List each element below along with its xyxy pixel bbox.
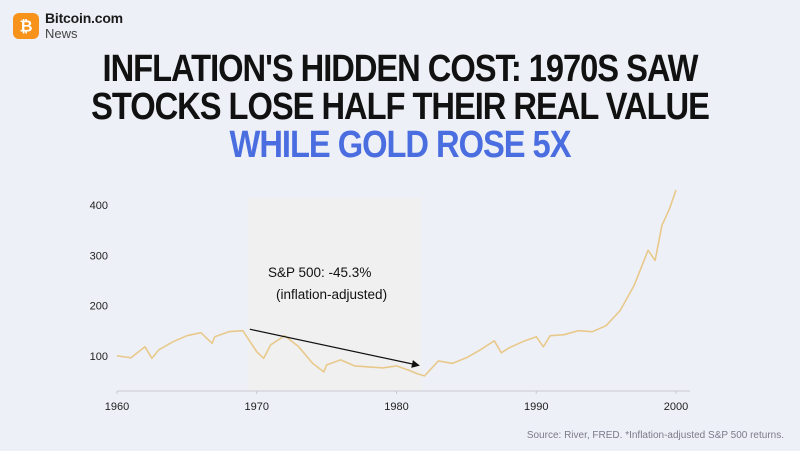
y-tick-label: 300 <box>90 250 108 262</box>
source-note: Source: River, FRED. *Inflation-adjusted… <box>526 430 784 441</box>
highlight-band <box>248 198 422 391</box>
x-tick-label: 2000 <box>664 401 688 413</box>
annotation-text-2: (inflation-adjusted) <box>276 287 387 302</box>
headline-line-1: INFLATION'S HIDDEN COST: 1970S SAW <box>102 48 699 90</box>
annotation-text-1: S&P 500: -45.3% <box>268 265 371 280</box>
y-tick-label: 200 <box>90 301 108 313</box>
series-line <box>116 189 677 377</box>
x-axis-ticks: 1960 1970 1980 1990 2000 <box>105 391 688 413</box>
x-tick-label: 1980 <box>384 401 408 413</box>
headline-line-2: STOCKS LOSE HALF THEIR REAL VALUE <box>91 86 710 128</box>
x-tick-label: 1990 <box>524 401 548 413</box>
annotation-arrow <box>249 328 420 368</box>
brand-logo: ₿ Bitcoin.com News <box>13 11 123 40</box>
headline: INFLATION'S HIDDEN COST: 1970S SAW STOCK… <box>56 50 744 164</box>
x-tick-label: 1970 <box>245 401 269 413</box>
y-tick-label: 400 <box>90 200 108 212</box>
bitcoin-logo-icon: ₿ <box>13 12 39 39</box>
brand-name: Bitcoin.com <box>45 10 123 26</box>
y-axis-ticks: 100 200 300 400 <box>90 200 108 363</box>
x-tick-label: 1960 <box>105 401 129 413</box>
headline-line-3: WHILE GOLD ROSE 5X <box>229 124 572 166</box>
svg-text:₿: ₿ <box>19 17 32 35</box>
y-tick-label: 100 <box>90 351 108 363</box>
brand-subtitle: News <box>45 26 78 41</box>
